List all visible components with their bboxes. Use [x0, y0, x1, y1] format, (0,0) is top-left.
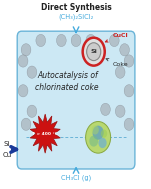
Circle shape [86, 34, 96, 47]
Text: (CH₃)₂SiCl₂: (CH₃)₂SiCl₂ [58, 13, 94, 19]
Text: Autocatalysis of
chlorinated coke: Autocatalysis of chlorinated coke [35, 71, 99, 92]
Circle shape [93, 126, 104, 140]
Text: Coke: Coke [106, 59, 129, 67]
Polygon shape [30, 114, 60, 153]
Text: Direct Synthesis: Direct Synthesis [41, 3, 111, 12]
Circle shape [109, 34, 119, 47]
FancyBboxPatch shape [17, 31, 135, 169]
Text: Cu: Cu [2, 152, 11, 158]
Circle shape [124, 55, 134, 67]
Circle shape [120, 44, 129, 56]
Circle shape [86, 122, 111, 153]
Circle shape [71, 34, 81, 47]
Circle shape [98, 138, 107, 148]
Circle shape [124, 118, 134, 130]
Circle shape [56, 34, 66, 47]
Circle shape [101, 103, 110, 115]
Text: CH₃Cl (g): CH₃Cl (g) [61, 174, 91, 181]
Circle shape [115, 66, 125, 78]
Circle shape [87, 43, 101, 61]
Circle shape [27, 66, 37, 78]
Circle shape [83, 38, 105, 66]
Text: CuCl: CuCl [105, 33, 129, 42]
Circle shape [21, 118, 31, 130]
Circle shape [18, 85, 28, 97]
Circle shape [115, 105, 125, 117]
Circle shape [27, 105, 37, 117]
Circle shape [124, 85, 134, 97]
Circle shape [101, 129, 107, 138]
Text: Si: Si [90, 49, 97, 54]
Circle shape [21, 44, 31, 56]
Text: Si: Si [4, 141, 10, 147]
Circle shape [89, 136, 98, 147]
Circle shape [18, 55, 28, 67]
Circle shape [36, 34, 46, 47]
Text: T > 400 °C: T > 400 °C [32, 132, 58, 136]
Circle shape [92, 125, 99, 135]
